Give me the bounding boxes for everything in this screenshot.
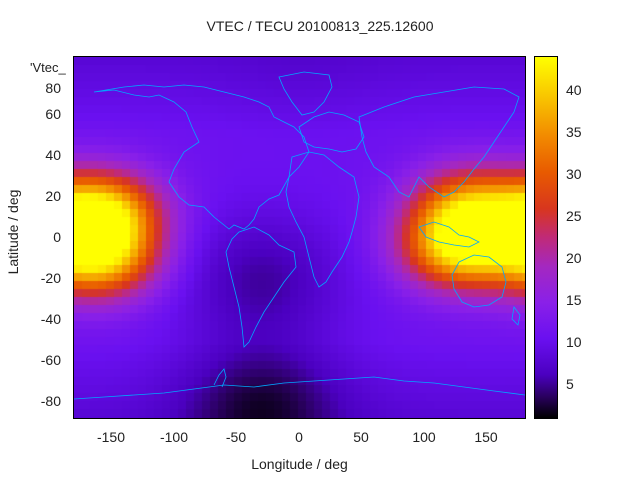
colorbar-tick: 15	[566, 292, 582, 308]
y-tick: -80	[40, 393, 61, 409]
x-tick: -150	[96, 429, 126, 445]
series-legend: 'Vtec_	[30, 60, 66, 75]
y-tick: -20	[40, 270, 61, 286]
x-axis-label: Longitude / deg	[251, 456, 348, 472]
coastline-australia	[451, 254, 507, 308]
x-tick: 50	[353, 429, 369, 445]
y-tick: -60	[40, 352, 61, 368]
coastline-new-zealand	[511, 306, 521, 326]
x-tick: 150	[474, 429, 498, 445]
coastline-asia	[358, 86, 520, 198]
coastline-overlay	[74, 71, 525, 400]
y-tick: -40	[40, 311, 61, 327]
y-tick: 60	[45, 106, 61, 122]
x-tick: -50	[225, 429, 247, 445]
coastline-africa	[285, 151, 360, 288]
vtec-map-plot	[74, 57, 525, 418]
y-axis-label: Latitude / deg	[5, 189, 21, 275]
vtec-heatmap	[74, 57, 525, 418]
colorbar	[534, 56, 558, 419]
x-tick: 100	[412, 429, 436, 445]
colorbar-tick: 5	[566, 376, 574, 392]
colorbar-tick: 10	[566, 334, 582, 350]
x-tick: -100	[159, 429, 189, 445]
x-tick: 0	[295, 429, 303, 445]
coastline-greenland	[278, 71, 333, 116]
y-tick: 40	[45, 147, 61, 163]
y-tick: 0	[53, 229, 61, 245]
coastline-south-america	[225, 226, 297, 348]
coastline-antarctica	[74, 376, 525, 400]
colorbar-tick: 35	[566, 124, 582, 140]
colorbar-tick: 40	[566, 82, 582, 98]
coastline-indonesia	[418, 221, 480, 248]
colorbar-tick: 30	[566, 166, 582, 182]
y-tick: 80	[45, 80, 61, 96]
y-tick: 20	[45, 188, 61, 204]
coastline-europe	[298, 111, 365, 153]
colorbar-tick: 25	[566, 208, 582, 224]
coastline-antarctic-peninsula	[213, 368, 227, 388]
colorbar-tick: 20	[566, 250, 582, 266]
chart-title: VTEC / TECU 20100813_225.12600	[206, 18, 434, 34]
coastline-north-america	[93, 84, 310, 230]
